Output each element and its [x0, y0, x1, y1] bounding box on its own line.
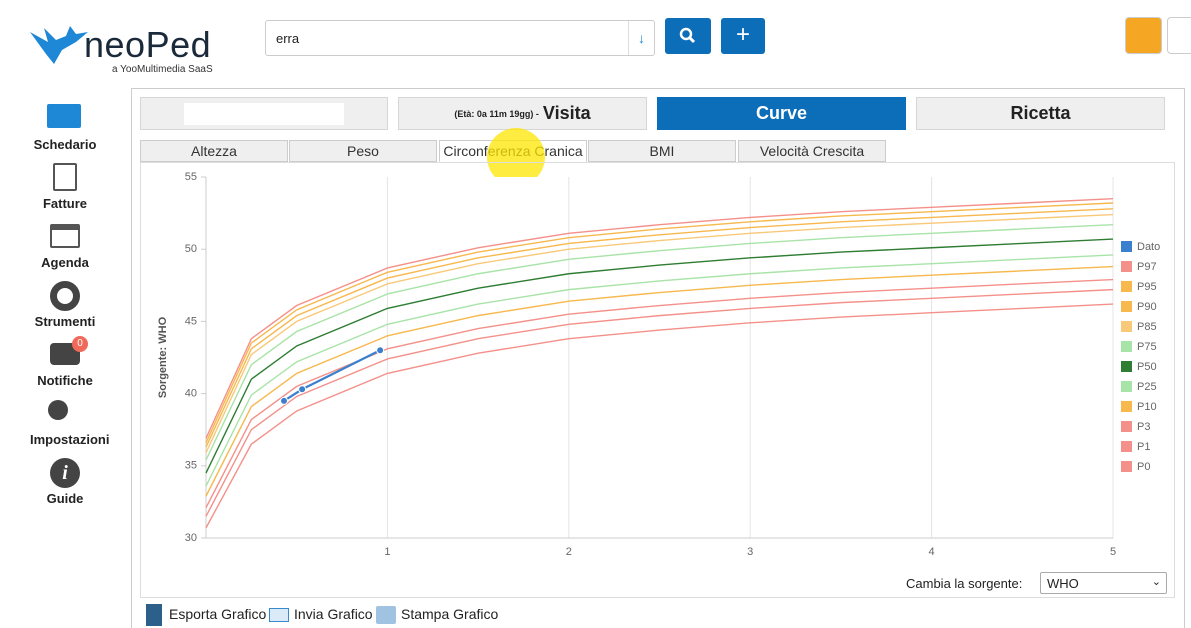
agenda-icon: [50, 224, 80, 248]
visit-label: Visita: [542, 103, 591, 123]
bell-button[interactable]: [1125, 17, 1162, 54]
legend-label: P50: [1137, 361, 1157, 373]
y-tick-label: 40: [185, 388, 197, 400]
legend-swatch: [1121, 421, 1132, 432]
curve-tab[interactable]: Curve: [657, 97, 906, 130]
series-line: [205, 202, 1114, 443]
notification-badge: 0: [72, 336, 88, 352]
series-line: [205, 223, 1114, 461]
nav-item[interactable]: Fatture: [42, 196, 88, 211]
png-icon: [146, 604, 162, 626]
schedario-icon: [47, 104, 81, 128]
y-tick-label: 50: [185, 243, 197, 255]
mail-icon: [269, 608, 289, 622]
sub-tab[interactable]: Peso: [289, 140, 437, 162]
strumenti-icon: [50, 281, 80, 311]
x-tick-label: 4: [929, 546, 935, 558]
add-button[interactable]: +: [721, 18, 765, 54]
logo-icon: [30, 26, 88, 64]
y-tick-label: 30: [185, 532, 197, 544]
send-link[interactable]: Invia Grafico: [294, 606, 373, 622]
series-line: [205, 213, 1114, 454]
data-point: [298, 385, 307, 394]
series-line: [205, 288, 1114, 517]
nav-item[interactable]: Schedario: [33, 137, 97, 152]
legend-swatch: [1121, 241, 1132, 252]
mail-button[interactable]: [1167, 17, 1191, 54]
nav-item[interactable]: Notifiche: [37, 373, 93, 388]
series-line: [205, 197, 1114, 439]
data-point: [376, 346, 385, 355]
legend-label: P90: [1137, 301, 1157, 313]
legend-label: Dato: [1137, 241, 1160, 253]
search-input[interactable]: erra ↓: [265, 20, 655, 56]
age: (Età: 0a 11m 19gg) -: [454, 108, 539, 119]
cursor-highlight: [487, 128, 545, 186]
series-line: [205, 238, 1114, 474]
series-line: [205, 208, 1114, 448]
legend-swatch: [1121, 341, 1132, 352]
legend-swatch: [1121, 361, 1132, 372]
x-tick-label: 2: [566, 546, 572, 558]
plot-area: [206, 177, 1113, 538]
guide-icon: i: [50, 458, 80, 488]
y-axis-label: Sorgente: WHO: [157, 316, 169, 398]
sub-tab[interactable]: Velocità Crescita: [738, 140, 886, 162]
search-button[interactable]: [665, 18, 711, 54]
legend-label: P0: [1137, 461, 1150, 473]
y-tick-label: 45: [185, 315, 197, 327]
export-link[interactable]: Esporta Grafico: [169, 606, 267, 622]
dropdown-arrow[interactable]: ↓: [628, 21, 654, 55]
ricetta-tab[interactable]: Ricetta: [916, 97, 1165, 130]
source-label: Cambia la sorgente:: [906, 576, 1023, 591]
impostazioni-icon: [48, 400, 68, 420]
x-tick-label: 3: [747, 546, 753, 558]
legend-swatch: [1121, 461, 1132, 472]
y-tick-label: 35: [185, 460, 197, 472]
legend-label: P25: [1137, 381, 1157, 393]
series-line: [205, 303, 1114, 529]
legend-label: P97: [1137, 261, 1157, 273]
legend-label: P1: [1137, 441, 1150, 453]
y-tick-label: 55: [185, 171, 197, 183]
series-line: [205, 254, 1114, 487]
legend-swatch: [1121, 441, 1132, 452]
x-tick-label: 1: [384, 546, 390, 558]
legend-swatch: [1121, 281, 1132, 292]
fatture-icon: [53, 163, 77, 191]
series-line: [205, 278, 1114, 508]
source-select[interactable]: WHO ⌄: [1040, 572, 1167, 594]
series-line: [205, 265, 1114, 497]
legend-label: P95: [1137, 281, 1157, 293]
data-point: [280, 396, 289, 405]
sub-tab[interactable]: BMI: [588, 140, 736, 162]
print-link[interactable]: Stampa Grafico: [401, 606, 499, 622]
patient-name-tab[interactable]: [140, 97, 388, 130]
main-panel: [131, 88, 1185, 628]
legend-label: P85: [1137, 321, 1157, 333]
nav-item[interactable]: Strumenti: [34, 314, 96, 329]
sub-tab[interactable]: Altezza: [140, 140, 288, 162]
legend-swatch: [1121, 321, 1132, 332]
legend-swatch: [1121, 401, 1132, 412]
visit-tab[interactable]: (Età: 0a 11m 19gg) - Visita: [398, 97, 647, 130]
nav-item[interactable]: Agenda: [41, 255, 89, 270]
nav-item[interactable]: Impostazioni: [30, 432, 110, 447]
source-value: WHO: [1047, 576, 1079, 591]
search-value: erra: [276, 31, 300, 46]
blurred-name: [184, 102, 344, 125]
nav-item[interactable]: Guide: [46, 491, 84, 506]
logo-subtitle: a YooMultimedia SaaS: [112, 64, 213, 75]
legend-label: P75: [1137, 341, 1157, 353]
print-icon: [376, 606, 396, 624]
logo: neoPed: [84, 24, 212, 65]
legend-label: P3: [1137, 421, 1150, 433]
x-tick-label: 5: [1110, 546, 1116, 558]
legend-swatch: [1121, 381, 1132, 392]
legend-swatch: [1121, 301, 1132, 312]
legend-swatch: [1121, 261, 1132, 272]
legend-label: P10: [1137, 401, 1157, 413]
